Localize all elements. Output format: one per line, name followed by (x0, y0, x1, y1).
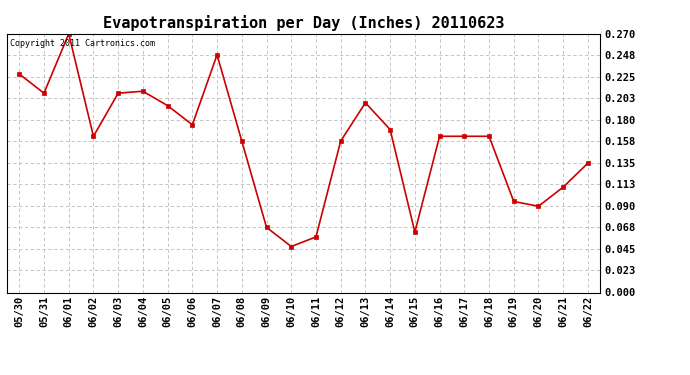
Title: Evapotranspiration per Day (Inches) 20110623: Evapotranspiration per Day (Inches) 2011… (103, 15, 504, 31)
Text: Copyright 2011 Cartronics.com: Copyright 2011 Cartronics.com (10, 39, 155, 48)
